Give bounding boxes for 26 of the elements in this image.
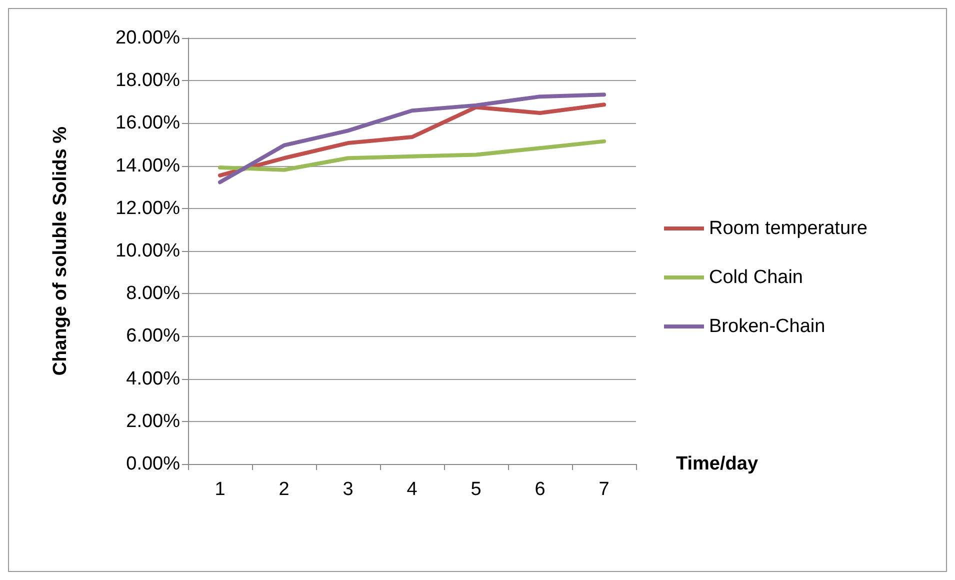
y-tick-label: 6.00%: [126, 326, 180, 347]
line-series: [218, 102, 606, 178]
y-tick-label: 2.00%: [126, 410, 180, 432]
x-tick-label: 1: [214, 479, 226, 500]
y-tick-label: 14.00%: [116, 155, 180, 176]
y-tick-label: 16.00%: [116, 112, 180, 134]
y-tick-label: 20.00%: [116, 28, 180, 48]
line-series: [218, 139, 606, 172]
line-series: [218, 92, 606, 184]
x-tick-label: 5: [470, 479, 482, 500]
x-tick-label: 4: [406, 479, 418, 500]
y-tick-label: 18.00%: [116, 70, 180, 92]
x-tick-label: 3: [342, 479, 354, 500]
legend-label: Cold Chain: [709, 267, 803, 288]
x-axis-title: Time/day: [676, 454, 758, 474]
y-tick-label: 8.00%: [126, 283, 180, 304]
y-tick-label: 10.00%: [116, 240, 180, 262]
y-axis-title: Change of soluble Solids %: [50, 126, 71, 376]
x-tick-label: 6: [534, 479, 546, 500]
y-tick-label: 0.00%: [126, 454, 180, 474]
y-tick-label: 4.00%: [126, 368, 180, 390]
x-tick-label: 7: [598, 479, 610, 500]
legend-label: Broken-Chain: [709, 316, 826, 337]
legend-label: Room temperature: [709, 218, 868, 239]
x-tick-label: 2: [278, 479, 290, 500]
y-tick-label: 12.00%: [116, 198, 180, 219]
